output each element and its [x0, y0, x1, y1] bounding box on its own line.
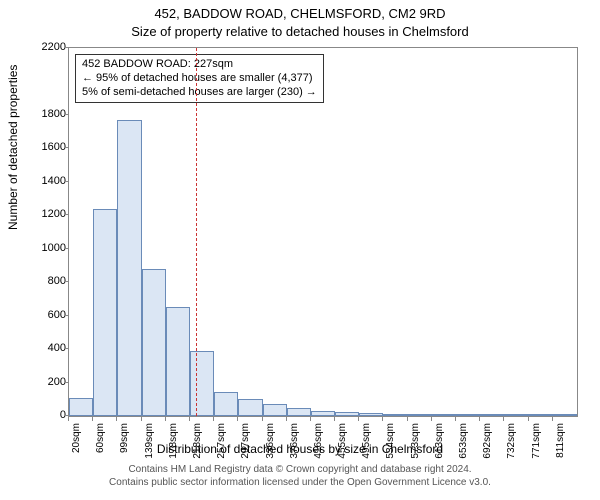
x-tick-mark: [334, 417, 335, 421]
x-tick-label: 139sqm: [144, 423, 155, 463]
x-tick-label: 573sqm: [410, 423, 421, 463]
x-tick-mark: [116, 417, 117, 421]
x-tick-label: 455sqm: [337, 423, 348, 463]
x-tick-label: 416sqm: [313, 423, 324, 463]
x-tick-mark: [189, 417, 190, 421]
histogram-bar: [93, 209, 117, 416]
x-tick-label: 811sqm: [555, 423, 566, 463]
x-tick-label: 692sqm: [482, 423, 493, 463]
histogram-bar: [529, 414, 553, 416]
annotation-line-1: 452 BADDOW ROAD: 227sqm: [82, 58, 317, 72]
histogram-bar: [69, 398, 93, 416]
y-tick-label: 1800: [16, 108, 66, 120]
x-tick-mark: [286, 417, 287, 421]
y-tick-mark: [64, 147, 68, 148]
y-tick-label: 800: [16, 275, 66, 287]
x-tick-label: 771sqm: [531, 423, 542, 463]
histogram-bar: [190, 351, 214, 416]
x-tick-label: 336sqm: [265, 423, 276, 463]
x-tick-mark: [431, 417, 432, 421]
x-tick-label: 218sqm: [192, 423, 203, 463]
property-marker-line: [196, 48, 197, 416]
x-tick-mark: [92, 417, 93, 421]
chart-container: 452, BADDOW ROAD, CHELMSFORD, CM2 9RD Si…: [0, 0, 600, 500]
footer-line-2: Contains public sector information licen…: [0, 477, 600, 490]
y-tick-mark: [64, 248, 68, 249]
x-tick-mark: [310, 417, 311, 421]
y-tick-label: 200: [16, 376, 66, 388]
x-tick-label: 495sqm: [361, 423, 372, 463]
y-tick-label: 600: [16, 309, 66, 321]
histogram-bar: [214, 392, 238, 416]
histogram-bar: [142, 269, 166, 416]
chart-title: 452, BADDOW ROAD, CHELMSFORD, CM2 9RD: [0, 6, 600, 21]
y-tick-label: 2200: [16, 41, 66, 53]
x-tick-label: 60sqm: [95, 423, 106, 463]
y-tick-mark: [64, 114, 68, 115]
x-tick-mark: [552, 417, 553, 421]
x-tick-mark: [455, 417, 456, 421]
x-tick-mark: [68, 417, 69, 421]
histogram-bar: [504, 414, 528, 416]
y-tick-mark: [64, 47, 68, 48]
annotation-line-3: 5% of semi-detached houses are larger (2…: [82, 86, 317, 100]
x-tick-mark: [479, 417, 480, 421]
x-tick-mark: [528, 417, 529, 421]
y-tick-mark: [64, 315, 68, 316]
histogram-bar: [238, 399, 262, 416]
x-tick-mark: [213, 417, 214, 421]
y-tick-label: 400: [16, 342, 66, 354]
y-tick-mark: [64, 348, 68, 349]
x-tick-label: 297sqm: [240, 423, 251, 463]
annotation-box: 452 BADDOW ROAD: 227sqm ← 95% of detache…: [75, 54, 324, 103]
histogram-bar: [287, 408, 311, 416]
x-tick-label: 534sqm: [385, 423, 396, 463]
x-tick-label: 257sqm: [216, 423, 227, 463]
histogram-bar: [263, 404, 287, 416]
histogram-bar: [311, 411, 335, 416]
x-tick-label: 178sqm: [168, 423, 179, 463]
histogram-bar: [359, 413, 383, 416]
x-tick-label: 376sqm: [289, 423, 300, 463]
y-tick-mark: [64, 415, 68, 416]
x-tick-mark: [358, 417, 359, 421]
histogram-bar: [166, 307, 190, 416]
y-tick-mark: [64, 214, 68, 215]
y-tick-mark: [64, 181, 68, 182]
plot-area: 452 BADDOW ROAD: 227sqm ← 95% of detache…: [68, 47, 578, 417]
y-tick-label: 1400: [16, 175, 66, 187]
x-tick-mark: [165, 417, 166, 421]
x-tick-mark: [407, 417, 408, 421]
histogram-bar: [383, 414, 407, 416]
x-tick-mark: [141, 417, 142, 421]
histogram-bar: [117, 120, 141, 416]
x-tick-mark: [382, 417, 383, 421]
chart-subtitle: Size of property relative to detached ho…: [0, 24, 600, 39]
histogram-bar: [335, 412, 359, 416]
x-tick-label: 732sqm: [506, 423, 517, 463]
histogram-bar: [456, 414, 480, 416]
x-tick-label: 99sqm: [119, 423, 130, 463]
histogram-bar: [480, 414, 504, 416]
x-tick-mark: [503, 417, 504, 421]
y-tick-mark: [64, 281, 68, 282]
annotation-line-2: ← 95% of detached houses are smaller (4,…: [82, 72, 317, 86]
x-tick-mark: [237, 417, 238, 421]
y-tick-label: 1000: [16, 242, 66, 254]
y-tick-label: 1200: [16, 208, 66, 220]
y-tick-mark: [64, 382, 68, 383]
x-tick-label: 613sqm: [434, 423, 445, 463]
y-tick-label: 1600: [16, 141, 66, 153]
y-tick-label: 0: [16, 409, 66, 421]
footer-text: Contains HM Land Registry data © Crown c…: [0, 464, 600, 489]
histogram-bar: [432, 414, 456, 416]
x-tick-label: 653sqm: [458, 423, 469, 463]
footer-line-1: Contains HM Land Registry data © Crown c…: [0, 464, 600, 477]
x-tick-mark: [262, 417, 263, 421]
histogram-bar: [553, 414, 577, 416]
x-tick-label: 20sqm: [71, 423, 82, 463]
histogram-bar: [408, 414, 432, 416]
